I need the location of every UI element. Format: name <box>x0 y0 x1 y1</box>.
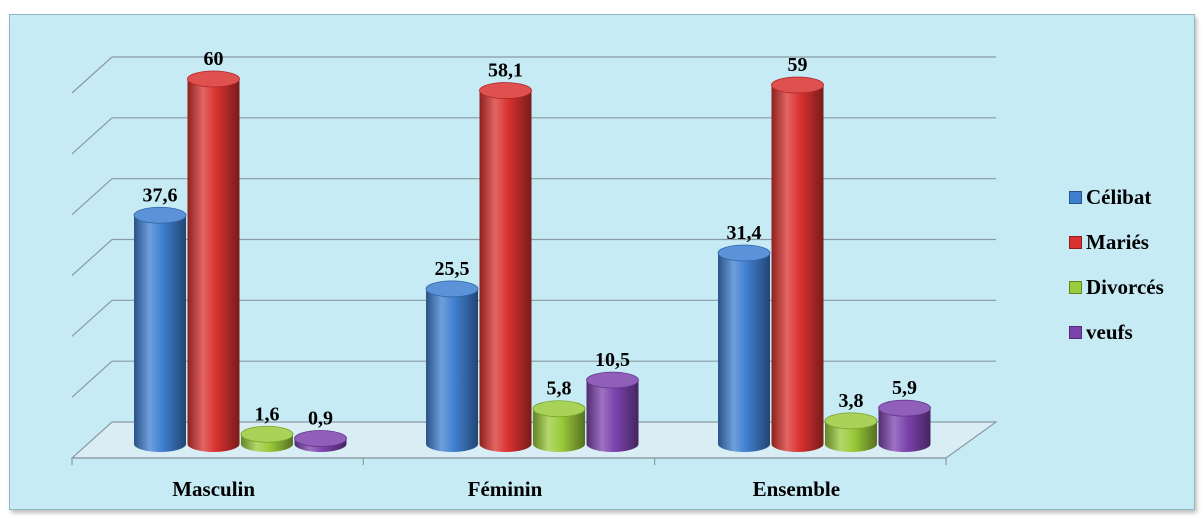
bar-top <box>133 206 187 224</box>
bar-divorces-ensemble <box>824 412 878 452</box>
bar-body <box>878 408 931 452</box>
bar-maries-masculin <box>187 70 240 452</box>
bar-top <box>771 76 824 94</box>
bar-top <box>824 412 878 430</box>
data-label-divorces-masculin: 1,6 <box>255 403 280 425</box>
bar-body <box>426 288 478 452</box>
bar-divorces-masculin <box>240 425 294 452</box>
data-label-veufs-ensemble: 5,9 <box>892 377 917 399</box>
legend-label-maries: Mariés <box>1086 230 1149 254</box>
bar-maries-feminin <box>479 82 532 452</box>
bar-celibat-masculin <box>133 206 187 452</box>
gridline-side <box>71 299 113 337</box>
gridline-side <box>71 117 113 155</box>
bar-body <box>187 79 240 452</box>
bar-celibat-feminin <box>425 280 479 452</box>
category-label-feminin: Féminin <box>468 477 543 501</box>
gridline-side <box>71 178 113 216</box>
data-label-maries-feminin: 58,1 <box>488 60 523 82</box>
legend-label-divorces: Divorcés <box>1086 275 1164 299</box>
bar-top <box>479 82 532 99</box>
bar-veufs-masculin <box>294 430 347 452</box>
bar-top <box>240 425 294 443</box>
bar-top <box>586 371 639 389</box>
data-label-celibat-masculin: 37,6 <box>143 184 178 206</box>
legend-label-celibat: Célibat <box>1086 185 1152 209</box>
data-label-veufs-masculin: 0,9 <box>308 408 333 430</box>
category-label-ensemble: Ensemble <box>753 477 841 501</box>
legend-item-maries: Mariés <box>1069 230 1164 254</box>
bar-body <box>718 252 770 452</box>
bar-celibat-ensemble <box>717 244 771 452</box>
legend-item-divorces: Divorcés <box>1069 275 1164 299</box>
gridline-side <box>71 239 113 276</box>
legend-label-veufs: veufs <box>1086 320 1133 344</box>
legend-swatch-maries <box>1069 236 1082 249</box>
bar-veufs-ensemble <box>878 399 931 452</box>
bar-body <box>825 420 877 452</box>
bar-body <box>586 380 639 452</box>
bar-top <box>187 70 240 88</box>
legend-swatch-celibat <box>1069 191 1082 204</box>
bar-top <box>878 399 931 417</box>
bar-body <box>134 215 186 452</box>
legend-swatch-veufs <box>1069 326 1082 339</box>
data-label-divorces-feminin: 5,8 <box>547 378 572 400</box>
category-label-masculin: Masculin <box>172 477 255 501</box>
legend-item-celibat: Célibat <box>1069 185 1164 209</box>
bar-top <box>532 400 586 418</box>
bar-body <box>479 90 532 452</box>
data-label-celibat-feminin: 25,5 <box>435 258 470 280</box>
legend-item-veufs: veufs <box>1069 320 1164 344</box>
bar-veufs-feminin <box>586 371 639 452</box>
bar-top <box>717 244 771 262</box>
bar-divorces-feminin <box>532 400 586 452</box>
bar-maries-ensemble <box>771 76 824 452</box>
gridlines <box>71 56 996 398</box>
gridline-side <box>71 360 113 398</box>
x-axis <box>71 457 947 465</box>
chart-legend: Célibat Mariés Divorcés veufs <box>1069 185 1164 366</box>
data-label-celibat-ensemble: 31,4 <box>727 222 762 244</box>
data-label-maries-masculin: 60 <box>204 48 224 70</box>
bar-body <box>533 408 585 452</box>
bar-top <box>294 430 347 447</box>
bar-top <box>425 280 479 298</box>
data-label-divorces-ensemble: 3,8 <box>839 390 864 412</box>
gridline-side <box>71 56 113 94</box>
data-label-maries-ensemble: 59 <box>788 54 808 76</box>
data-labels: 37,6 60 1,6 0,9 25,5 58,1 5,8 10,5 31,4 59 3,8 5,9 <box>143 48 918 430</box>
bar-body <box>771 85 824 452</box>
legend-swatch-divorces <box>1069 281 1082 294</box>
data-label-veufs-feminin: 10,5 <box>595 349 630 371</box>
